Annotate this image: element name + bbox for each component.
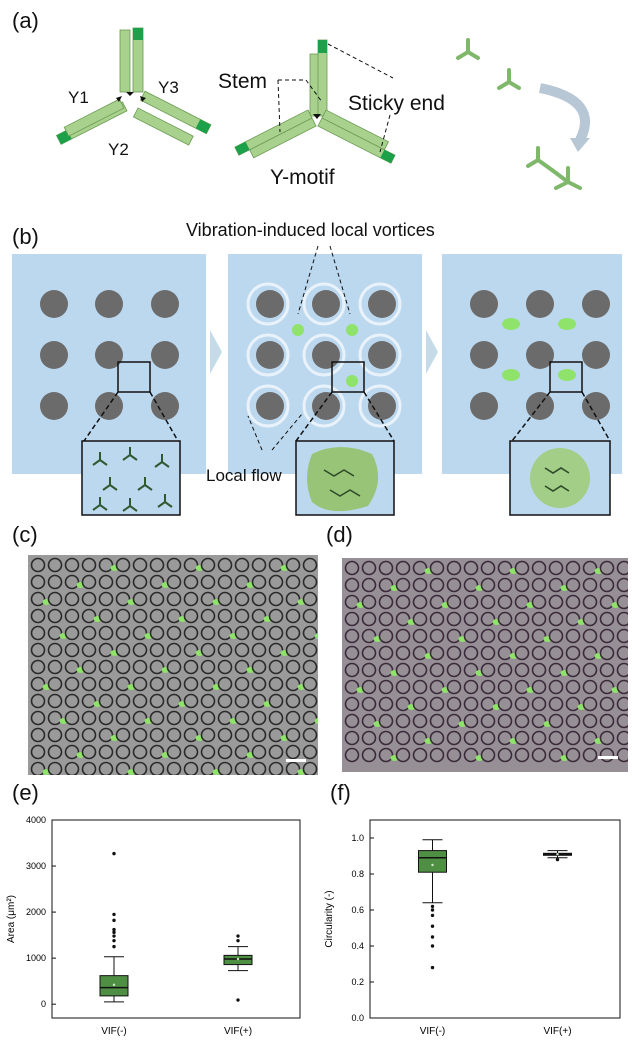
box-VIF(-) — [418, 850, 447, 873]
outlier-point — [112, 918, 116, 923]
panel-d-label: (d) — [326, 522, 353, 547]
micrograph-c — [28, 555, 318, 775]
outlier-point — [112, 938, 116, 943]
strand-label-y1: Y1 — [68, 88, 89, 107]
category-label: VIF(+) — [543, 1026, 571, 1037]
separated-strands — [55, 27, 212, 146]
outlier-point — [236, 934, 240, 938]
mean-marker — [112, 983, 116, 987]
panel-a-label: (a) — [12, 8, 39, 33]
outlier-point — [430, 913, 435, 918]
y-tick-label: 1.0 — [351, 833, 364, 843]
annotation-arrows — [247, 245, 351, 451]
outlier-point — [112, 912, 116, 917]
assembled-y-motif — [234, 39, 396, 164]
y-tick-label: 0.8 — [351, 869, 364, 879]
plot-frame — [369, 819, 621, 1019]
y-motif-label: Y-motif — [270, 166, 335, 189]
outlier-point — [430, 924, 435, 928]
outlier-point — [112, 927, 116, 932]
sticky-end-label: Sticky end — [348, 92, 445, 115]
strand-label-y3: Y3 — [158, 78, 179, 97]
mean-marker — [236, 957, 240, 961]
y-axis-label: Circularity (-) — [324, 890, 335, 947]
strand-label-y2: Y2 — [108, 140, 129, 159]
outlier-point — [430, 965, 435, 970]
outlier-point — [112, 944, 116, 949]
panel-b-label: (b) — [12, 224, 39, 249]
panel-f-label: (f) — [330, 780, 351, 805]
mean-marker — [556, 853, 559, 856]
y-tick-label: 0.0 — [351, 1013, 364, 1023]
outlier-point — [430, 935, 435, 939]
panel-c-label: (c) — [12, 522, 38, 547]
vortex-arrows — [246, 282, 402, 428]
y-tick-label: 4000 — [26, 815, 46, 825]
panel-e-label: (e) — [12, 780, 39, 805]
y-tick-label: 0.4 — [351, 941, 364, 951]
y-tick-label: 1000 — [26, 953, 46, 963]
outlier-point — [555, 857, 560, 862]
outlier-point — [430, 944, 435, 948]
assembling-motifs — [456, 38, 582, 190]
plot-frame — [51, 819, 301, 1019]
y-tick-label: 0.6 — [351, 905, 364, 915]
zoom-contents — [92, 447, 590, 512]
stem-label: Stem — [218, 70, 268, 93]
mean-marker — [431, 863, 434, 867]
outlier-point — [112, 851, 116, 856]
circularity-boxplot: 0.0 0.2 0.4 0.6 0.8 1.0 Circularity (-) VIF(-) V… — [324, 819, 621, 1037]
droplets-forming — [292, 324, 358, 387]
outlier-point — [430, 904, 435, 909]
y-tick-label: 0 — [41, 999, 46, 1009]
y-tick-label: 2000 — [26, 907, 46, 917]
category-label: VIF(+) — [224, 1026, 252, 1037]
micrograph-d — [342, 558, 628, 772]
assembly-arrow — [538, 83, 590, 152]
category-label: VIF(-) — [420, 1026, 446, 1037]
outlier-point — [112, 930, 116, 935]
outlier-point — [112, 934, 116, 938]
y-tick-label: 0.2 — [351, 977, 364, 987]
area-boxplot: 0 1000 2000 3000 4000 Area (μm²) VIF(-) VIF(+) — [6, 815, 301, 1037]
outlier-point — [430, 908, 435, 912]
outlier-point — [236, 938, 240, 943]
y-motif-illustration — [55, 27, 590, 190]
droplets-after — [502, 318, 576, 381]
vortex-schematic — [12, 245, 622, 516]
outlier-point — [236, 998, 240, 1002]
y-tick-label: 3000 — [26, 861, 46, 871]
category-label: VIF(-) — [101, 1026, 127, 1037]
y-axis-label: Area (μm²) — [6, 895, 17, 943]
vortices-annotation: Vibration-induced local vortices — [186, 220, 435, 240]
local-flow-annotation: Local flow — [206, 466, 282, 485]
